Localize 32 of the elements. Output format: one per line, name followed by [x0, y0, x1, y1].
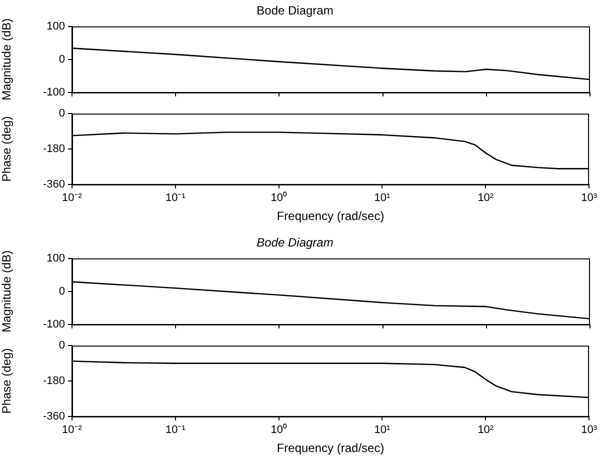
y-tick-label: 100 — [46, 252, 65, 264]
x-tick-label: 10⁰ — [270, 423, 287, 436]
x-tick-label: 10¹ — [374, 424, 391, 436]
y-axis-title: Phase (deg) — [0, 348, 14, 414]
y-tick-label: 0 — [58, 53, 65, 66]
y-tick-label: 0 — [58, 108, 65, 120]
y-tick-label: 100 — [46, 20, 65, 32]
x-axis-title: Frequency (rad/sec) — [276, 209, 384, 224]
x-tick-label: 10⁻¹ — [165, 192, 186, 204]
y-tick-label: -180 — [42, 375, 65, 388]
x-tick-label: 10⁻² — [62, 424, 82, 436]
x-tick-label: 10² — [478, 424, 494, 436]
x-tick-label: 10⁻² — [62, 192, 82, 204]
chart-title: Bode Diagram — [256, 236, 334, 250]
x-tick-label: 10³ — [581, 424, 598, 436]
x-axis-title: Frequency (rad/sec) — [276, 441, 384, 456]
x-tick-label: 10⁰ — [270, 191, 287, 204]
y-axis-title: Magnitude (dB) — [0, 18, 14, 100]
y-axis-title: Magnitude (dB) — [0, 250, 14, 332]
x-tick-label: 10¹ — [374, 192, 391, 204]
y-tick-label: -360 — [42, 410, 65, 422]
chart-title: Bode Diagram — [256, 4, 334, 18]
x-tick-label: 10² — [478, 192, 494, 204]
y-tick-label: 0 — [58, 285, 65, 298]
y-tick-label: -100 — [42, 318, 65, 330]
y-axis-title: Phase (deg) — [0, 116, 14, 182]
x-tick-label: 10⁻¹ — [165, 424, 186, 436]
y-tick-label: 0 — [58, 340, 65, 352]
y-tick-label: -180 — [42, 143, 65, 156]
x-tick-label: 10³ — [581, 192, 598, 204]
y-tick-label: -360 — [42, 178, 65, 190]
y-tick-label: -100 — [42, 86, 65, 98]
